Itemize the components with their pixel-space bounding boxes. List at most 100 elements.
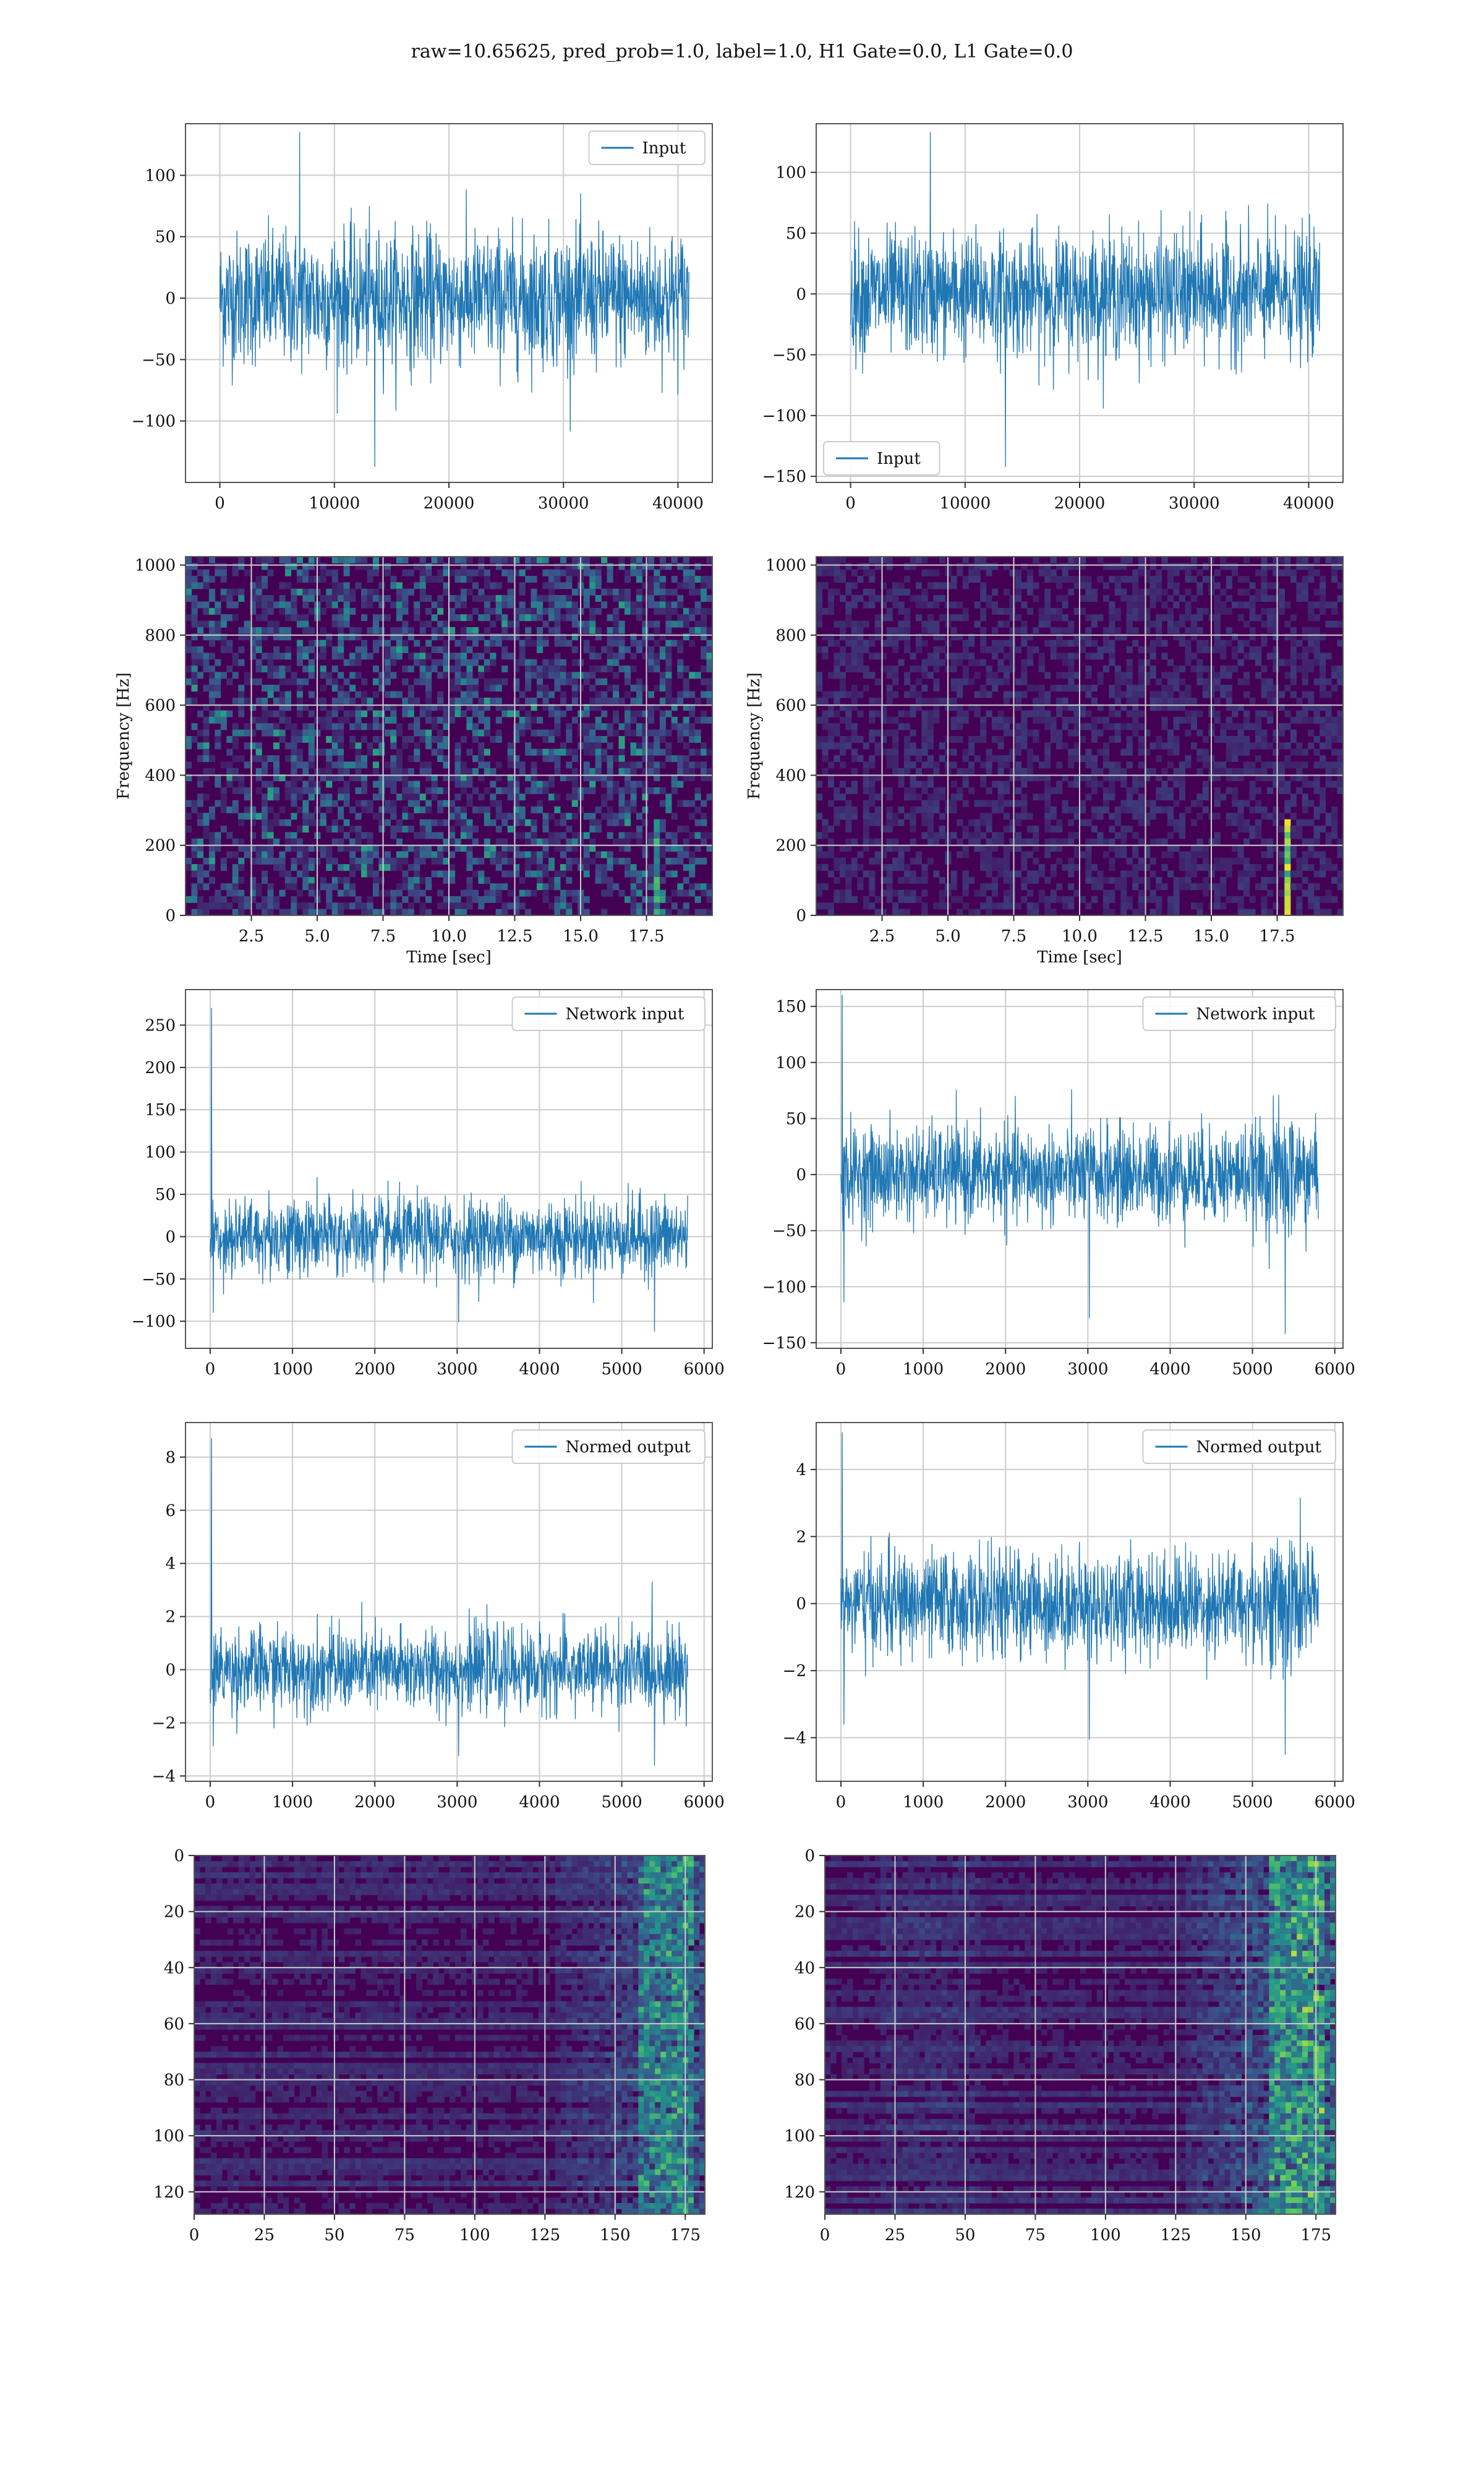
heatmap-cell — [1196, 794, 1203, 801]
heatmap-cell — [595, 576, 602, 583]
heatmap-cell — [472, 826, 479, 833]
heatmap-cell — [525, 576, 532, 583]
heatmap-cell — [1149, 576, 1156, 583]
heatmap-cell — [1284, 838, 1291, 845]
heatmap-cell — [449, 800, 456, 807]
heatmap-cell — [1167, 787, 1174, 794]
heatmap-cell — [513, 851, 520, 858]
heatmap-cell — [331, 748, 338, 756]
heatmap-cell — [898, 864, 905, 871]
heatmap-cell — [531, 838, 537, 845]
heatmap-cell — [431, 819, 438, 826]
heatmap-cell — [378, 601, 385, 609]
heatmap-cell — [238, 889, 245, 897]
heatmap-cell — [1261, 582, 1268, 589]
heatmap-cell — [554, 883, 561, 891]
heatmap-cell — [308, 563, 315, 570]
heatmap-cell — [1062, 806, 1068, 813]
heatmap-cell — [816, 672, 823, 679]
heatmap-cell — [625, 595, 631, 602]
heatmap-cell — [659, 851, 666, 858]
heatmap-cell — [554, 761, 561, 769]
heatmap-cell — [220, 761, 227, 769]
heatmap-cell — [443, 716, 450, 724]
heatmap-cell — [997, 857, 1004, 865]
heatmap-cell — [950, 704, 957, 711]
heatmap-cell — [816, 563, 823, 570]
heatmap-cell — [1003, 800, 1010, 807]
heatmap-cell — [443, 646, 450, 653]
heatmap-cell — [419, 582, 426, 589]
heatmap-cell — [571, 697, 578, 704]
heatmap-cell — [1290, 576, 1297, 583]
heatmap-cell — [689, 832, 696, 839]
heatmap-cell — [822, 557, 829, 563]
heatmap-cell — [822, 864, 829, 871]
heatmap-cell — [1196, 845, 1203, 852]
heatmap-cell — [367, 563, 373, 570]
heatmap-cell — [425, 640, 432, 647]
heatmap-cell — [607, 857, 613, 865]
heatmap-cell — [647, 710, 654, 717]
heatmap-cell — [665, 710, 672, 717]
heatmap-cell — [915, 704, 922, 711]
heatmap-cell — [671, 781, 678, 788]
heatmap-cell — [1308, 666, 1315, 673]
heatmap-cell — [460, 653, 467, 660]
heatmap-cell — [647, 601, 654, 609]
heatmap-cell — [921, 595, 928, 602]
heatmap-cell — [1331, 768, 1338, 775]
heatmap-cell — [683, 563, 689, 570]
heatmap-cell — [279, 889, 286, 897]
heatmap-cell — [1102, 787, 1109, 794]
heatmap-cell — [1237, 640, 1244, 647]
heatmap-cell — [636, 601, 642, 609]
heatmap-cell — [1243, 640, 1250, 647]
heatmap-cell — [839, 576, 846, 583]
heatmap-cell — [1232, 800, 1239, 807]
heatmap-cell — [1114, 685, 1121, 692]
heatmap-cell — [1185, 569, 1192, 576]
heatmap-cell — [1126, 723, 1133, 730]
heatmap-cell — [291, 813, 297, 820]
heatmap-cell — [1290, 832, 1297, 839]
heatmap-cell — [490, 557, 497, 563]
heatmap-cell — [378, 633, 385, 641]
heatmap-cell — [1167, 582, 1174, 589]
heatmap-cell — [706, 653, 713, 660]
heatmap-cell — [460, 806, 467, 813]
heatmap-cell — [560, 601, 566, 609]
heatmap-cell — [262, 666, 268, 673]
heatmap-cell — [613, 838, 620, 845]
heatmap-cell — [361, 755, 368, 763]
heatmap-cell — [431, 601, 438, 609]
heatmap-cell — [519, 768, 526, 775]
heatmap-cell — [343, 614, 350, 622]
heatmap-cell — [997, 761, 1004, 769]
heatmap-cell — [407, 710, 414, 717]
heatmap-cell — [671, 620, 678, 628]
heatmap-cell — [548, 729, 555, 737]
heatmap-cell — [302, 870, 309, 878]
heatmap-cell — [1015, 832, 1021, 839]
heatmap-cell — [443, 588, 450, 596]
heatmap-cell — [1249, 723, 1256, 730]
heatmap-cell — [343, 768, 350, 775]
heatmap-cell — [1068, 678, 1075, 685]
heatmap-cell — [665, 685, 672, 692]
heatmap-cell — [454, 704, 461, 711]
heatmap-cell — [694, 883, 701, 891]
heatmap-cell — [454, 813, 461, 820]
heatmap-cell — [950, 627, 957, 634]
heatmap-cell — [822, 563, 829, 570]
heatmap-cell — [694, 716, 701, 724]
heatmap-cell — [1325, 723, 1332, 730]
heatmap-cell — [1009, 768, 1016, 775]
heatmap-cell — [921, 723, 928, 730]
heatmap-cell — [1073, 582, 1080, 589]
heatmap-cell — [507, 761, 514, 769]
heatmap-cell — [1068, 704, 1075, 711]
heatmap-cell — [1261, 736, 1268, 743]
heatmap-cell — [1050, 716, 1057, 724]
heatmap-cell — [1102, 716, 1109, 724]
